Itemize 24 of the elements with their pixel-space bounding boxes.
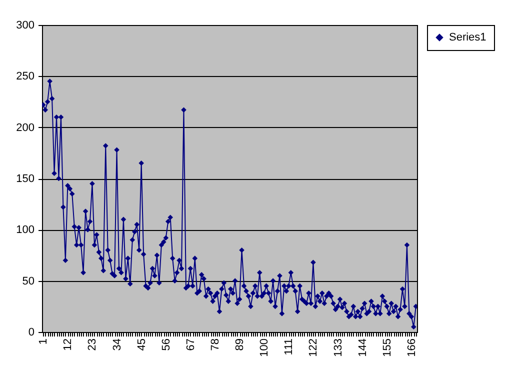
x-tick-label: 144 [356, 338, 369, 357]
x-tick-label: 1 [38, 338, 50, 345]
x-tick-label: 155 [381, 338, 394, 357]
x-tick-label: 78 [209, 338, 222, 351]
x-tick-label: 100 [258, 338, 271, 357]
y-tick-label: 0 [28, 326, 34, 338]
legend-label: Series1 [449, 32, 486, 44]
y-tick-label: 250 [16, 70, 34, 83]
y-tick-label: 50 [22, 275, 34, 288]
x-tick-label: 56 [160, 338, 172, 351]
y-tick-label: 200 [16, 122, 34, 134]
x-tick-label: 34 [111, 338, 124, 351]
y-tick-label: 100 [16, 224, 34, 236]
x-tick-label: 67 [184, 338, 197, 351]
x-tick-label: 133 [332, 338, 344, 357]
x-tick-label: 12 [62, 338, 74, 351]
x-tick-label: 45 [136, 338, 148, 351]
y-tick-label: 300 [16, 20, 34, 32]
x-tick-label: 166 [406, 338, 418, 357]
x-tick-label: 111 [283, 338, 296, 356]
y-tick-label: 150 [16, 173, 34, 185]
x-tick-label: 23 [86, 338, 99, 351]
x-tick-label: 89 [234, 338, 246, 351]
x-tick-label: 122 [308, 338, 320, 357]
